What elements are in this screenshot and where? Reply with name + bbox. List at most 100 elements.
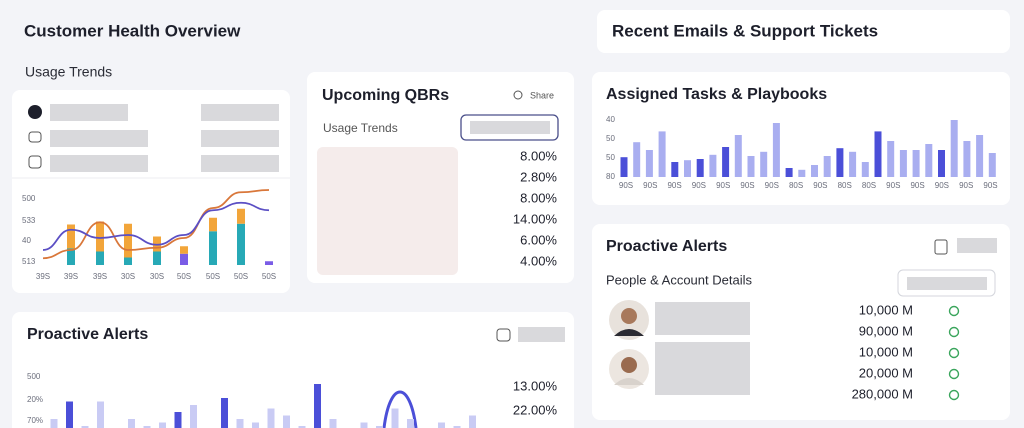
x-tick-label: 39S — [93, 272, 107, 281]
bar — [899, 150, 907, 177]
line-series — [42, 189, 270, 260]
bar — [950, 120, 958, 177]
amount: 280,000 M — [852, 386, 913, 401]
placeholder — [957, 238, 997, 253]
bar — [811, 165, 818, 177]
bar — [798, 169, 806, 177]
bar — [391, 408, 399, 428]
placeholder — [201, 130, 279, 147]
icon[interactable] — [496, 328, 511, 342]
emails-card — [597, 10, 1010, 53]
bar — [696, 159, 704, 177]
bar — [209, 217, 217, 232]
y-tick-label: 50 — [606, 153, 615, 162]
y-tick-label: 50 — [606, 134, 615, 143]
y-tick-label: 20% — [27, 395, 43, 404]
line-series — [42, 201, 270, 251]
bar — [265, 261, 273, 265]
x-tick-label: 90S — [935, 181, 949, 190]
icon[interactable] — [513, 90, 523, 100]
card-title: Proactive Alerts — [606, 238, 727, 255]
y-tick-label: 80 — [606, 172, 615, 181]
bar — [645, 150, 653, 177]
bar — [67, 224, 75, 249]
x-tick-label: 90S — [910, 181, 924, 190]
bar — [747, 156, 755, 177]
x-tick-label: 30S — [121, 272, 135, 281]
bar — [329, 419, 337, 428]
bar — [938, 150, 945, 177]
x-tick-label: 80S — [838, 181, 852, 190]
y-tick-label: 40 — [606, 115, 615, 124]
bar — [684, 160, 691, 177]
placeholder — [201, 104, 279, 121]
y-tick-label: 40 — [22, 236, 31, 245]
bar — [124, 257, 132, 265]
alerts-card — [12, 312, 574, 428]
bar — [760, 151, 768, 177]
bar — [836, 148, 844, 177]
bar — [453, 426, 461, 428]
bar — [976, 135, 984, 177]
x-tick-label: 90S — [813, 181, 827, 190]
bar — [209, 231, 217, 265]
bar — [360, 422, 368, 428]
card-title: Assigned Tasks & Playbooks — [606, 86, 827, 103]
bar — [298, 426, 306, 428]
y-tick-label: 500 — [22, 194, 36, 203]
placeholder — [201, 155, 279, 172]
bar — [772, 123, 780, 177]
bar — [237, 208, 245, 224]
bar — [283, 415, 290, 428]
x-tick-label: 80S — [862, 181, 876, 190]
icon — [28, 155, 42, 169]
bar — [190, 405, 197, 428]
bar — [66, 401, 73, 428]
placeholder — [518, 327, 565, 342]
bar — [874, 131, 882, 177]
bar — [236, 419, 244, 428]
card-title: Recent Emails & Support Tickets — [612, 21, 878, 40]
percentage: 8.00% — [520, 148, 557, 163]
avatar — [609, 300, 649, 340]
amount: 10,000 M — [859, 302, 913, 317]
placeholder — [50, 155, 148, 172]
bar — [252, 422, 259, 428]
section-label: Usage Trends — [25, 64, 112, 80]
icon — [28, 131, 42, 143]
bar — [267, 408, 275, 428]
percentage: 2.80% — [520, 169, 557, 184]
status-dot — [948, 389, 960, 401]
bar — [180, 246, 188, 254]
bar — [143, 426, 151, 428]
action-link[interactable]: Share — [530, 90, 554, 100]
x-tick-label: 50S — [262, 272, 276, 281]
bar — [81, 426, 89, 428]
bar — [221, 398, 228, 428]
x-tick-label: 90S — [692, 181, 706, 190]
x-tick-label: 50S — [234, 272, 248, 281]
bar — [671, 162, 679, 177]
bar — [180, 253, 188, 265]
percentage: 8.00% — [520, 190, 557, 205]
status-dot — [948, 305, 960, 317]
percentage: 22.00% — [513, 402, 558, 417]
bar — [658, 131, 666, 177]
bar — [96, 221, 104, 252]
bar — [734, 135, 742, 177]
icon[interactable] — [934, 239, 948, 255]
bar — [709, 154, 717, 177]
bar — [124, 223, 132, 258]
placeholder — [50, 130, 148, 147]
x-tick-label: 90S — [643, 181, 657, 190]
placeholder — [907, 277, 987, 290]
page-title: Customer Health Overview — [24, 21, 241, 40]
x-tick-label: 90S — [886, 181, 900, 190]
bar — [633, 142, 641, 177]
amount: 90,000 M — [859, 323, 913, 338]
y-tick-label: 513 — [22, 257, 36, 266]
x-tick-label: 90S — [716, 181, 730, 190]
bar — [785, 168, 793, 177]
x-tick-label: 90S — [959, 181, 973, 190]
